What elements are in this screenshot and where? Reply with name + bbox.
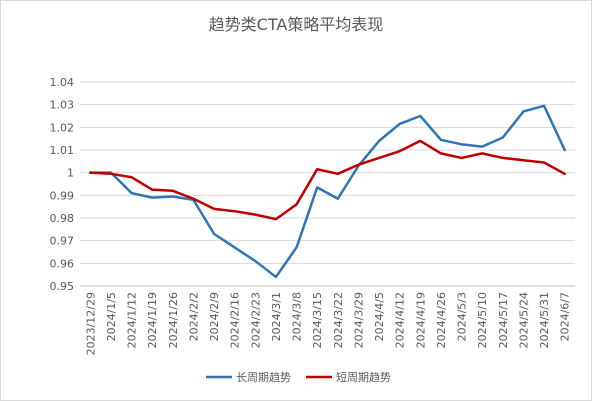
x-tick-label: 2024/1/19 bbox=[146, 292, 159, 348]
y-tick-label: 1.01 bbox=[50, 144, 75, 157]
x-tick-label: 2024/4/5 bbox=[373, 292, 386, 341]
x-tick-label: 2024/1/5 bbox=[105, 292, 118, 341]
x-tick-label: 2024/3/8 bbox=[291, 292, 304, 341]
x-tick-label: 2023/12/29 bbox=[84, 292, 97, 355]
x-tick-label: 2024/6/7 bbox=[559, 292, 572, 341]
y-tick-label: 1.04 bbox=[50, 76, 75, 89]
x-tick-label: 2024/2/23 bbox=[249, 292, 262, 348]
y-tick-label: 1 bbox=[67, 167, 74, 180]
y-tick-label: 1.03 bbox=[50, 99, 75, 112]
y-axis-tick-labels: 0.95 0.96 0.97 0.98 0.99 1 1.01 1.02 1.03 1.04 bbox=[50, 76, 75, 293]
x-tick-label: 2024/4/19 bbox=[414, 292, 427, 348]
x-tick-label: 2024/3/1 bbox=[270, 292, 283, 341]
y-tick-label: 0.95 bbox=[50, 280, 75, 293]
series-line-0 bbox=[89, 104, 566, 279]
y-tick-label: 0.98 bbox=[50, 212, 75, 225]
y-tick-label: 0.97 bbox=[50, 235, 75, 248]
series-line-1 bbox=[89, 139, 566, 221]
x-tick-label: 2024/3/29 bbox=[352, 292, 365, 348]
y-tick-label: 0.99 bbox=[50, 189, 75, 202]
gridlines bbox=[80, 81, 575, 264]
y-tick-label: 0.96 bbox=[50, 257, 75, 270]
x-tick-label: 2024/5/31 bbox=[538, 292, 551, 348]
x-tick-label: 2024/4/26 bbox=[435, 292, 448, 348]
x-tick-label: 2024/5/24 bbox=[517, 292, 530, 348]
x-tick-label: 2024/5/3 bbox=[456, 292, 469, 341]
legend-label-1: 短周期趋势 bbox=[336, 370, 391, 384]
x-tick-label: 2024/5/17 bbox=[497, 292, 510, 348]
chart-title: 趋势类CTA策略平均表现 bbox=[209, 15, 384, 34]
x-tick-label: 2024/1/12 bbox=[126, 292, 139, 348]
x-tick-label: 2024/3/22 bbox=[332, 292, 345, 348]
x-axis-tick-labels: 2023/12/29 2024/1/5 2024/1/12 2024/1/19 2024… bbox=[84, 292, 571, 355]
series-lines bbox=[89, 104, 566, 279]
x-tick-label: 2024/2/2 bbox=[187, 292, 200, 341]
legend-label-0: 长周期趋势 bbox=[236, 371, 291, 384]
x-tick-label: 2024/3/15 bbox=[311, 292, 324, 348]
x-tick-label: 2024/2/16 bbox=[229, 292, 242, 348]
x-tick-label: 2024/5/10 bbox=[476, 292, 489, 348]
y-tick-label: 1.02 bbox=[50, 121, 75, 134]
x-tick-label: 2024/2/9 bbox=[208, 292, 221, 341]
legend: 长周期趋势 短周期趋势 bbox=[206, 370, 391, 384]
x-tick-label: 2024/4/12 bbox=[394, 292, 407, 348]
x-tick-label: 2024/1/26 bbox=[167, 292, 180, 348]
